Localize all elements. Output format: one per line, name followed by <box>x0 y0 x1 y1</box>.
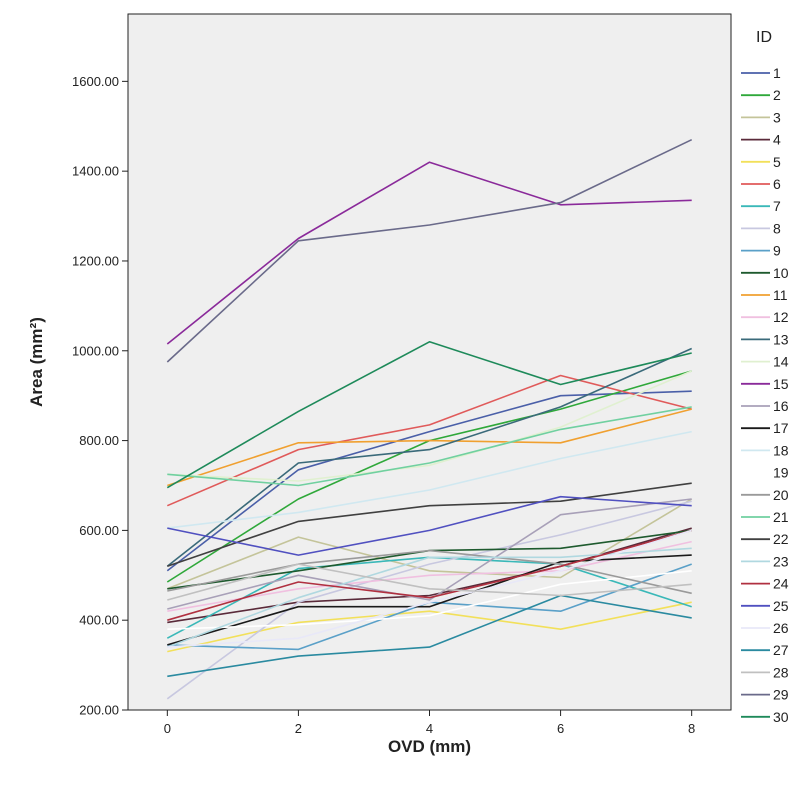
legend-label-4: 4 <box>773 132 781 148</box>
legend-label-24: 24 <box>773 576 789 592</box>
series-line-8 <box>166 500 692 700</box>
x-tick-label: 0 <box>164 721 171 736</box>
series-line-3 <box>167 498 693 590</box>
legend-label-21: 21 <box>773 509 789 525</box>
series-line-26 <box>167 529 692 648</box>
legend-label-17: 17 <box>773 420 789 436</box>
legend-label-30: 30 <box>773 709 789 725</box>
legend-label-27: 27 <box>773 642 789 658</box>
y-tick-label: 1600.00 <box>72 74 119 89</box>
legend-label-1: 1 <box>773 65 781 81</box>
legend-label-29: 29 <box>773 687 789 703</box>
x-axis-title: OVD (mm) <box>388 737 471 756</box>
legend-label-13: 13 <box>773 331 789 347</box>
legend-label-26: 26 <box>773 620 789 636</box>
series-line-30 <box>166 340 692 489</box>
legend-label-12: 12 <box>773 309 789 325</box>
series-line-27 <box>167 594 692 678</box>
axes-layer: 200.00 400.00 600.00 800.00 1000.00 1200.00 14… <box>72 74 695 736</box>
series-line-11 <box>167 408 692 487</box>
x-tick-label: 2 <box>295 721 302 736</box>
series-line-24 <box>167 529 692 621</box>
y-tick-label: 1000.00 <box>72 343 119 358</box>
series-line-5 <box>167 601 692 653</box>
series-line-28 <box>167 563 692 601</box>
legend-label-15: 15 <box>773 376 789 392</box>
legend: ID 1234567891011121314151617181920212223… <box>741 29 789 725</box>
legend-label-16: 16 <box>773 398 789 414</box>
series-line-22 <box>167 482 692 568</box>
series-line-1 <box>166 390 692 572</box>
legend-label-19: 19 <box>773 465 789 481</box>
series-line-12 <box>167 540 692 612</box>
series-line-21 <box>167 406 692 487</box>
legend-label-11: 11 <box>773 287 788 303</box>
y-tick-label: 600.00 <box>79 523 119 538</box>
legend-label-10: 10 <box>773 265 789 281</box>
legend-label-20: 20 <box>773 487 789 503</box>
series-line-19 <box>167 570 692 630</box>
series-line-20 <box>167 549 692 595</box>
y-tick-label: 1400.00 <box>72 164 119 179</box>
legend-label-5: 5 <box>773 154 781 170</box>
series-line-17 <box>167 554 692 646</box>
y-tick-label: 400.00 <box>79 613 119 628</box>
legend-label-2: 2 <box>773 87 781 103</box>
series-line-15 <box>166 161 692 345</box>
legend-label-8: 8 <box>773 220 781 236</box>
series-layer <box>166 138 693 700</box>
legend-label-6: 6 <box>773 176 781 192</box>
x-tick-label: 6 <box>557 721 564 736</box>
legend-label-28: 28 <box>773 664 789 680</box>
legend-label-23: 23 <box>773 553 789 569</box>
series-line-25 <box>167 495 692 556</box>
y-tick-label: 1200.00 <box>72 253 119 268</box>
series-line-16 <box>167 498 692 610</box>
y-tick-label: 200.00 <box>79 703 119 718</box>
x-tick-label: 4 <box>426 721 433 736</box>
legend-label-7: 7 <box>773 198 781 214</box>
series-line-14 <box>167 370 693 482</box>
y-axis-title: Area (mm²) <box>27 317 46 407</box>
legend-label-22: 22 <box>773 531 789 547</box>
x-tick-label: 8 <box>688 721 695 736</box>
legend-label-25: 25 <box>773 598 789 614</box>
series-line-13 <box>166 347 693 567</box>
y-tick-label: 800.00 <box>79 433 119 448</box>
series-line-29 <box>166 138 693 363</box>
legend-label-9: 9 <box>773 243 781 259</box>
series-line-18 <box>167 430 692 529</box>
legend-label-18: 18 <box>773 442 789 458</box>
legend-label-14: 14 <box>773 354 789 370</box>
legend-title: ID <box>756 29 772 46</box>
legend-label-3: 3 <box>773 109 781 125</box>
